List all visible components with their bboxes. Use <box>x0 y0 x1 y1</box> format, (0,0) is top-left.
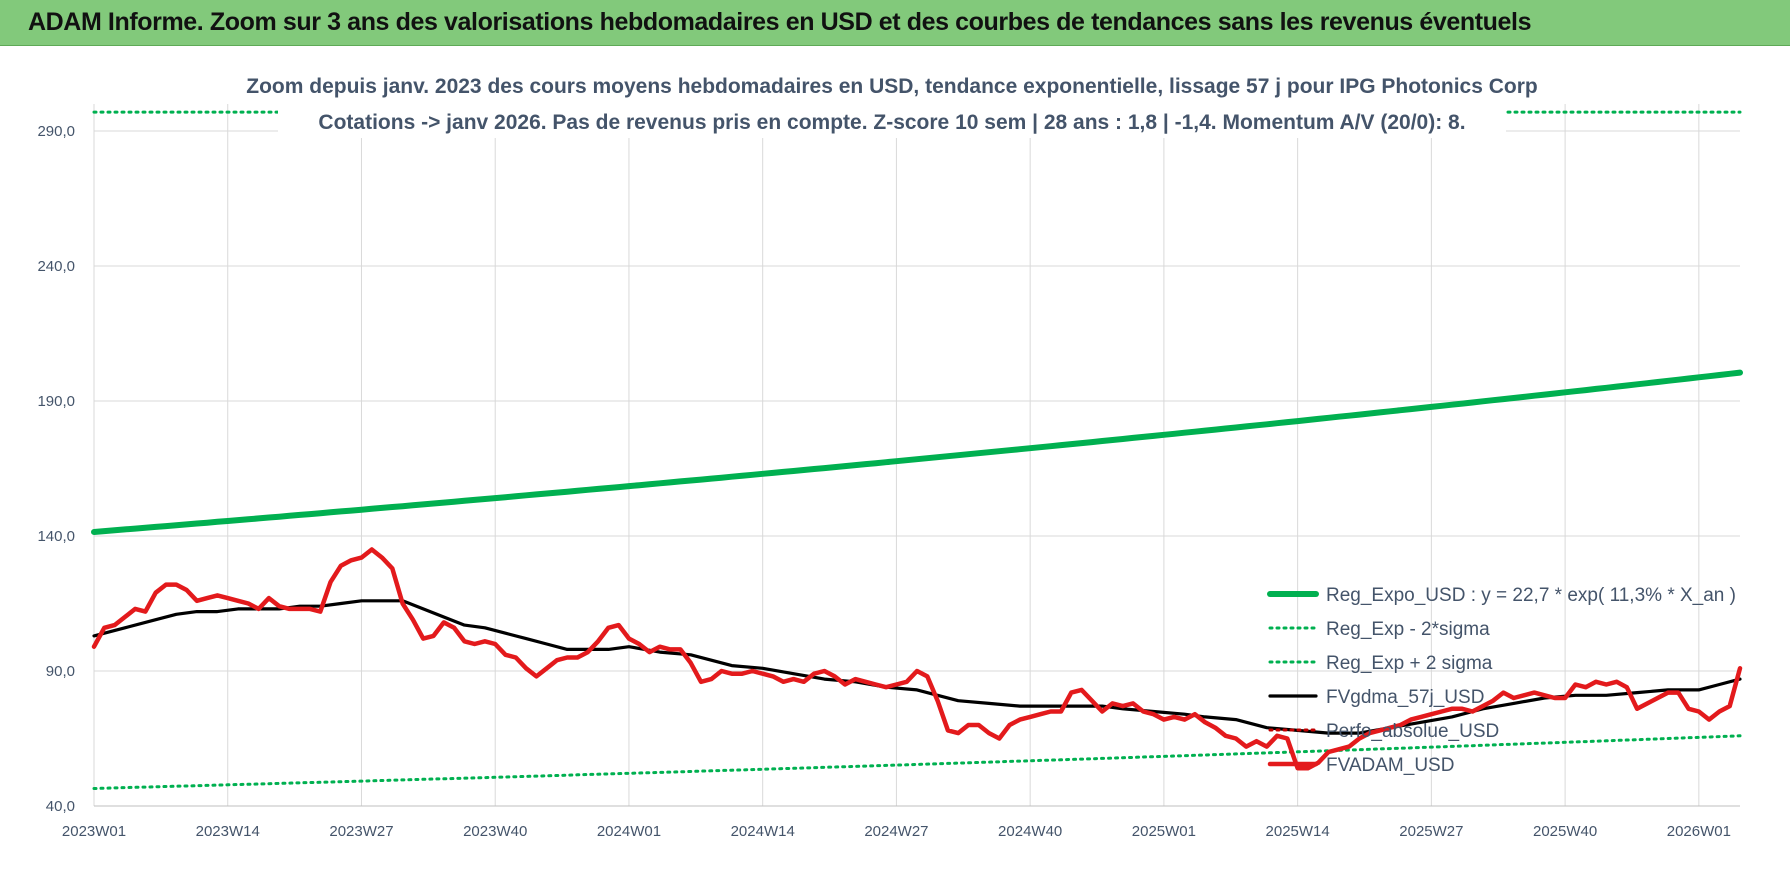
y-tick-label: 90,0 <box>46 663 75 680</box>
x-tick-label: 2024W01 <box>597 823 661 840</box>
subtitle-line-2: Cotations -> janv 2026. Pas de revenus p… <box>318 111 1465 134</box>
series-line-5 <box>91 547 1743 771</box>
plot-area <box>91 110 1743 790</box>
y-tick-label: 290,0 <box>37 123 75 140</box>
x-tick-label: 2023W01 <box>62 823 126 840</box>
y-axis: 40,0 90,0 140,0 190,0 240,0 290,0 <box>37 123 75 815</box>
chart-subtitle: Zoom depuis janv. 2023 des cours moyens … <box>246 66 1538 138</box>
chart-legend: Reg_Expo_USD : y = 22,7 * exp( 11,3% * X… <box>1267 585 1736 776</box>
report-title: ADAM Informe. Zoom sur 3 ans des valoris… <box>28 8 1532 36</box>
x-tick-label: 2026W01 <box>1667 823 1731 840</box>
legend-label: FVgdma_57j_USD <box>1326 687 1484 708</box>
legend-label: Perfo_absolue_USD <box>1326 721 1499 742</box>
subtitle-background <box>278 66 1506 138</box>
x-tick-label: 2023W14 <box>196 823 260 840</box>
legend-label: FVADAM_USD <box>1326 755 1454 776</box>
y-tick-label: 40,0 <box>46 798 75 815</box>
legend-label: Reg_Exp - 2*sigma <box>1326 619 1490 640</box>
x-tick-label: 2023W27 <box>329 823 393 840</box>
y-tick-label: 190,0 <box>37 393 75 410</box>
legend-label: Reg_Expo_USD : y = 22,7 * exp( 11,3% * X… <box>1326 585 1736 606</box>
x-tick-label: 2024W27 <box>864 823 928 840</box>
x-tick-label: 2025W01 <box>1132 823 1196 840</box>
series-line-0 <box>91 369 1743 535</box>
x-tick-label: 2023W40 <box>463 823 527 840</box>
x-tick-label: 2025W40 <box>1533 823 1597 840</box>
x-tick-label: 2024W14 <box>731 823 795 840</box>
series-line-3 <box>92 599 1742 735</box>
x-tick-label: 2025W14 <box>1266 823 1330 840</box>
y-tick-label: 140,0 <box>37 528 75 545</box>
x-tick-label: 2024W40 <box>998 823 1062 840</box>
series-line-1 <box>92 734 1742 790</box>
y-tick-label: 240,0 <box>37 258 75 275</box>
legend-label: Reg_Exp + 2 sigma <box>1326 653 1493 674</box>
subtitle-line-1: Zoom depuis janv. 2023 des cours moyens … <box>246 75 1537 98</box>
x-axis: 2023W01 2023W14 2023W27 2023W40 2024W01 2024W… <box>62 823 1731 840</box>
x-tick-label: 2025W27 <box>1399 823 1463 840</box>
report-banner: ADAM Informe. Zoom sur 3 ans des valoris… <box>0 0 1790 46</box>
